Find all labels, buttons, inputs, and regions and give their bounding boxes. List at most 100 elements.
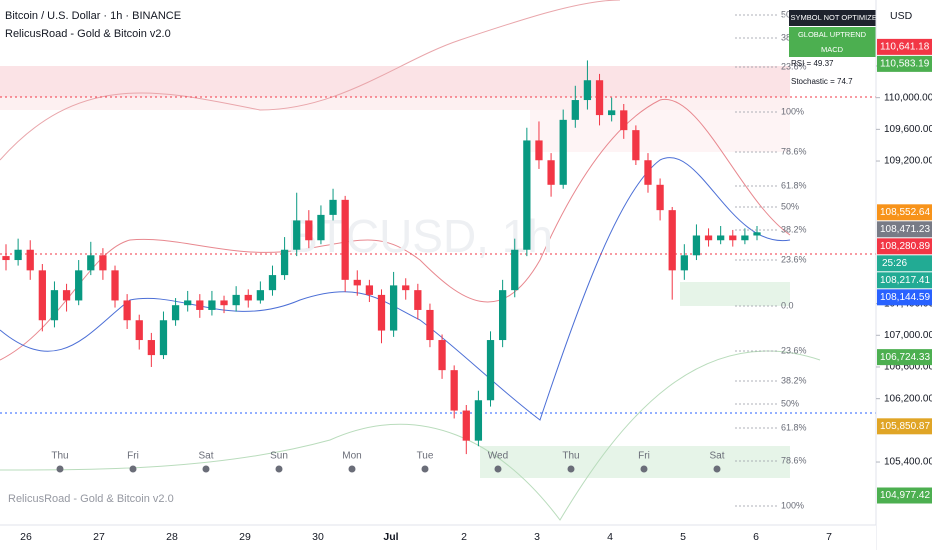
candle-body <box>14 249 22 261</box>
fib-label: 38.2% <box>781 224 807 234</box>
candle-body <box>414 290 422 310</box>
candle-body <box>244 294 252 301</box>
countdown-box <box>877 255 932 272</box>
x-tick-label: 3 <box>534 531 540 543</box>
candle-body <box>668 210 676 271</box>
fib-label: 61.8% <box>781 422 807 432</box>
candle-body <box>75 270 83 301</box>
candle-body <box>389 285 398 331</box>
fib-label: 23.6% <box>781 61 807 71</box>
weekday-dot <box>640 465 648 473</box>
fib-label: 100% <box>781 500 804 510</box>
candle-body <box>341 199 349 280</box>
weekday-dot <box>56 465 64 473</box>
candle-body <box>293 220 301 250</box>
fib-label: 50% <box>781 201 799 211</box>
candle-body <box>171 305 180 321</box>
weekday-dot <box>275 465 283 473</box>
candle-body <box>147 340 155 356</box>
time-axis-bg <box>0 525 876 550</box>
x-tick-label: 4 <box>607 531 613 543</box>
axis-layer: 110,400.00110,000.00109,600.00109,200.00… <box>20 61 932 543</box>
fib-label: 78.6% <box>781 455 807 465</box>
fib-label: 0.0 <box>781 300 794 310</box>
x-tick-label: 27 <box>93 531 105 543</box>
price-labels: 110,641.18 110,583.19 108,552.64 108,471.23… <box>877 38 932 504</box>
candle-body <box>402 285 410 291</box>
candle-body <box>462 410 470 441</box>
candle-body <box>680 255 688 271</box>
price-label-box <box>877 204 932 221</box>
weekday-label: Tue <box>417 451 434 462</box>
weekday-label: Fri <box>638 451 650 462</box>
y-tick-label: 109,600.00 <box>884 124 932 135</box>
candle-body <box>438 340 446 371</box>
outer-band-upper <box>0 0 621 161</box>
candle-body <box>184 300 192 306</box>
candle-body <box>583 80 592 101</box>
candle-body <box>196 300 204 310</box>
weekday-dot <box>421 465 429 473</box>
x-tick-label: 28 <box>166 531 178 543</box>
candle-body <box>208 300 216 310</box>
candle-body <box>474 400 483 441</box>
warning-text: ⚠ SYMBOL NOT OPTIMIZED <box>782 13 883 22</box>
weekday-dot <box>494 465 502 473</box>
candle-body <box>656 184 664 211</box>
candle-body <box>317 214 325 241</box>
candle-body <box>523 140 531 250</box>
candle-body <box>486 340 495 401</box>
candle-body <box>305 220 313 241</box>
price-label: 108,144.59 <box>880 292 930 303</box>
price-label: 105,850.87 <box>880 421 930 432</box>
candle-body <box>511 249 519 291</box>
x-tick-label: 29 <box>239 531 251 543</box>
price-label: 110,583.19 <box>880 59 930 70</box>
x-tick-label: 6 <box>753 531 759 543</box>
fib-label: 100% <box>781 106 804 116</box>
weekday-dot <box>129 465 137 473</box>
footer-note: RelicusRoad - Gold & Bitcoin v2.0 <box>8 493 174 505</box>
price-label-box <box>877 418 932 435</box>
candle-body <box>498 290 507 341</box>
chart-subtitle: RelicusRoad - Gold & Bitcoin v2.0 <box>5 28 171 40</box>
fib-label: 61.8% <box>781 180 807 190</box>
price-label: 110,641.18 <box>880 42 930 53</box>
supply-zone-right <box>530 110 790 152</box>
candle-body <box>2 256 10 261</box>
price-label: 108,471.23 <box>880 224 930 235</box>
price-label-box <box>877 349 932 366</box>
price-label: 104,977.42 <box>880 490 930 501</box>
countdown-label: 25:26 <box>882 258 907 269</box>
candle-body <box>280 249 289 276</box>
candle-body <box>535 140 543 161</box>
trend-text: GLOBAL UPTREND <box>798 30 867 39</box>
rsi-text: RSI = 49.37 <box>791 59 834 68</box>
weekday-dot <box>348 465 356 473</box>
price-label: 106,724.33 <box>880 352 930 363</box>
candle-body <box>692 235 701 256</box>
price-label-box <box>877 289 932 306</box>
price-label-box <box>877 38 932 55</box>
watermark: BTCUSD, 1h <box>287 210 553 262</box>
price-label-box <box>877 487 932 504</box>
price-label-box <box>877 55 932 72</box>
price-label: 108,217.41 <box>880 275 930 286</box>
weekday-label: Sat <box>709 451 724 462</box>
trend-box <box>789 27 876 42</box>
envelope-lower <box>0 157 791 421</box>
weekday-label: Wed <box>488 451 508 462</box>
price-label-box <box>877 238 932 255</box>
price-label-box <box>877 272 932 289</box>
candle-body <box>595 80 604 116</box>
x-tick-label: 5 <box>680 531 686 543</box>
candle-body <box>365 285 374 295</box>
warning-box <box>789 10 876 26</box>
y-tick-label: 105,400.00 <box>884 457 932 468</box>
fib-label: 38.2% <box>781 375 807 385</box>
fib-label: 23.6% <box>781 254 807 264</box>
currency-label: USD <box>890 10 913 22</box>
price-label: 108,280.89 <box>880 241 930 252</box>
